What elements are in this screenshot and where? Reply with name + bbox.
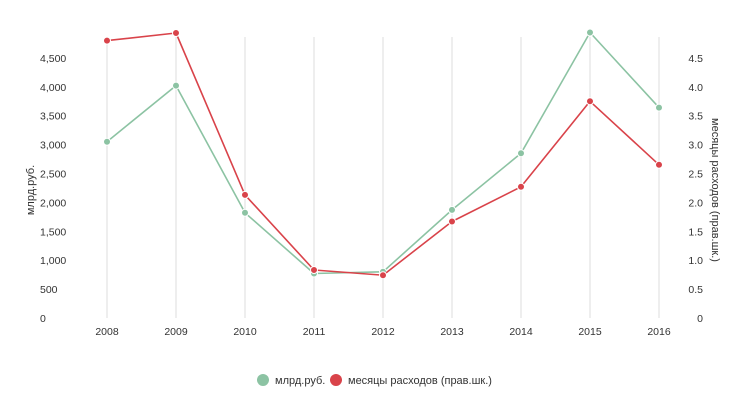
x-tick-label: 2016 [647,326,671,338]
y-left-tick-label: 500 [40,284,58,296]
y-left-tick-label: 2,500 [40,169,66,181]
y-left-tick-label: 3,000 [40,140,66,152]
data-point[interactable] [310,266,318,274]
y-left-tick-label: 3,500 [40,111,66,123]
y-left-tick-label: 1,000 [40,255,66,267]
legend: млрд.руб. месяцы расходов (прав.шк.) [257,374,492,387]
data-point[interactable] [448,217,456,226]
y-right-tick-label: 4.5 [688,53,703,65]
x-tick-label: 2010 [233,326,257,338]
x-tick-label: 2009 [164,326,188,338]
y-left-tick-label: 4,500 [40,53,66,65]
y-left-tick-label: 2,000 [40,197,66,209]
left-axis-title: млрд.руб. [25,165,37,215]
y-left-tick-label: 0 [40,313,46,325]
left-y-axis-ticks: 0 500 1,000 1,500 2,000 2,500 3,000 3,500 4,000 4… [40,53,66,325]
x-tick-label: 2012 [371,326,395,338]
legend-item-billion-rub[interactable]: млрд.руб. [257,374,325,387]
data-point[interactable] [172,81,180,90]
series-2 [103,29,663,280]
data-point[interactable] [241,190,249,199]
data-point[interactable] [655,160,663,169]
y-right-tick-label: 1.5 [688,226,703,238]
legend-label-months-of-spending: месяцы расходов (прав.шк.) [348,375,492,387]
x-tick-label: 2013 [440,326,464,338]
legend-label-billion-rub: млрд.руб. [275,375,325,387]
y-right-tick-label: 2.0 [688,197,703,209]
data-point[interactable] [517,182,525,191]
data-point[interactable] [448,205,456,214]
y-left-tick-label: 1,500 [40,226,66,238]
y-right-tick-label: 1.0 [688,255,703,267]
right-axis-title: месяцы расходов (прав.шк.) [709,118,721,262]
x-axis-ticks: 2008 2009 2010 2011 2012 2013 2014 2015 2016 [95,326,671,338]
legend-marker-billion-rub [257,374,269,386]
y-left-tick-label: 4,000 [40,82,66,94]
x-tick-label: 2015 [578,326,602,338]
x-tick-label: 2011 [303,326,326,338]
legend-marker-months-of-spending [330,374,342,386]
legend-item-months-of-spending[interactable]: месяцы расходов (прав.шк.) [330,374,492,387]
data-point[interactable] [172,29,180,37]
data-point[interactable] [103,36,111,45]
data-point[interactable] [517,149,525,158]
y-right-tick-label: 4.0 [688,82,703,94]
y-right-tick-label: 2.5 [688,169,703,181]
data-point[interactable] [379,271,387,280]
y-right-tick-label: 3.5 [688,111,703,123]
data-point[interactable] [241,208,249,217]
y-right-tick-label: 0.5 [688,284,703,296]
data-point[interactable] [103,137,111,146]
data-point[interactable] [655,103,663,112]
series-lines [103,28,663,280]
y-right-tick-label: 0 [697,313,703,325]
data-point[interactable] [586,97,594,106]
x-tick-label: 2008 [95,326,119,338]
x-tick-label: 2014 [509,326,533,338]
right-y-axis-ticks: 0 0.5 1.0 1.5 2.0 2.5 3.0 3.5 4.0 4.5 [688,53,703,325]
data-point[interactable] [586,28,594,37]
y-right-tick-label: 3.0 [688,140,703,152]
